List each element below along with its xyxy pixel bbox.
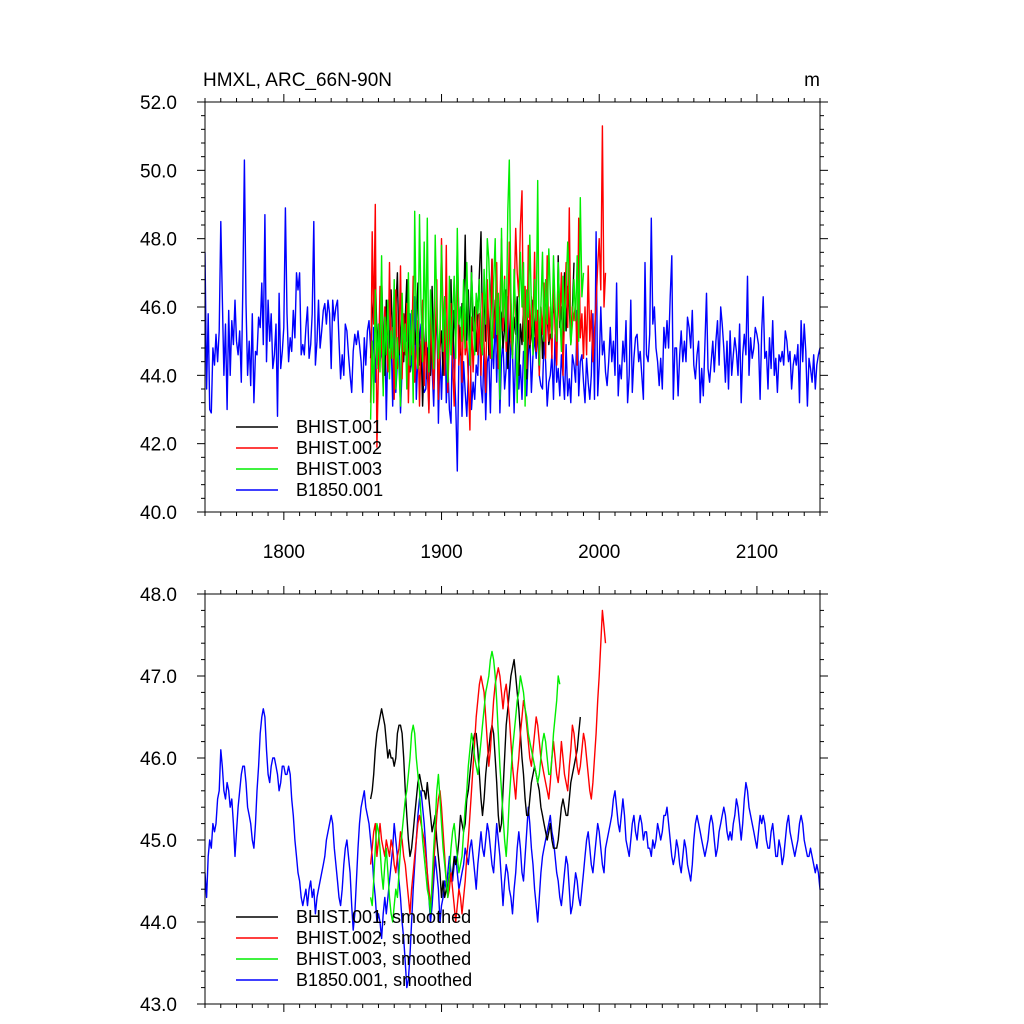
y-tick-label: 50.0 <box>140 161 177 182</box>
bottom-panel-axes: 43.0 44.0 45.0 46.0 47.0 48.0 <box>140 585 828 1016</box>
x-tick-label: 2100 <box>736 542 778 563</box>
series-line-b1850-001-smoothed <box>205 708 820 989</box>
legend-label: BHIST.002, smoothed <box>296 928 471 948</box>
legend-label: B1850.001 <box>296 480 383 500</box>
y-tick-label: 43.0 <box>140 995 177 1016</box>
y-tick-label: 47.0 <box>140 667 177 688</box>
y-tick-label: 48.0 <box>140 230 177 251</box>
y-tick-label: 44.0 <box>140 366 177 387</box>
top-panel-axes: 40.0 42.0 44.0 46.0 48.0 50.0 52.0 1800 1900 2000… <box>140 93 828 563</box>
y-tick-label: 44.0 <box>140 913 177 934</box>
legend-label: BHIST.001, smoothed <box>296 907 471 927</box>
y-tick-label: 42.0 <box>140 435 177 456</box>
y-tick-label: 52.0 <box>140 93 177 114</box>
y-tick-label: 46.0 <box>140 298 177 319</box>
bottom-panel-series <box>205 609 820 989</box>
y-tick-label: 46.0 <box>140 749 177 770</box>
series-line-bhist-003-smoothed <box>369 650 561 923</box>
y-tick-label: 45.0 <box>140 831 177 852</box>
series-line-bhist-002-smoothed <box>369 609 607 923</box>
legend-label: BHIST.003, smoothed <box>296 949 471 969</box>
bottom-panel: 43.0 44.0 45.0 46.0 47.0 48.0 BHIST.001, smoo… <box>140 585 828 1016</box>
bottom-panel-frame <box>204 593 821 1005</box>
top-panel-frame <box>204 101 821 513</box>
y-tick-label: 48.0 <box>140 585 177 606</box>
x-tick-label: 1800 <box>263 542 305 563</box>
x-tick-label: 2000 <box>578 542 620 563</box>
legend-label: B1850.001, smoothed <box>296 970 472 990</box>
legend-label: BHIST.003 <box>296 459 382 479</box>
series-line-b1850-001 <box>205 159 820 472</box>
x-tick-label: 1900 <box>420 542 462 563</box>
top-panel-units: m <box>804 70 820 91</box>
top-panel-title: HMXL, ARC_66N-90N <box>203 70 392 91</box>
top-panel: HMXL, ARC_66N-90N m 40.0 42.0 44.0 46.0 48.0… <box>140 70 828 563</box>
y-tick-label: 40.0 <box>140 503 177 524</box>
series-line-bhist-003 <box>369 159 585 420</box>
top-panel-series <box>205 125 820 472</box>
legend-label: BHIST.002 <box>296 438 382 458</box>
legend-label: BHIST.001 <box>296 417 382 437</box>
series-line-bhist-001-smoothed <box>369 658 581 899</box>
